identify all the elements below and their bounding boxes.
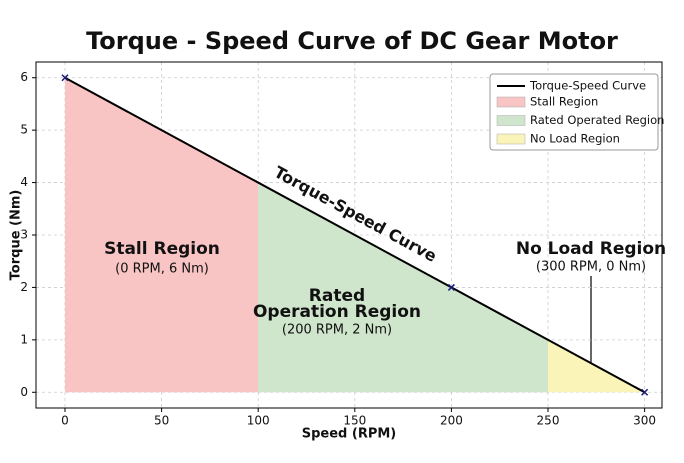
legend-swatch [496, 115, 526, 126]
y-tick-label: 5 [20, 123, 28, 137]
y-tick-label: 1 [20, 332, 28, 346]
point-marker [447, 283, 455, 291]
x-tick-label: 200 [440, 414, 463, 428]
point-marker [61, 74, 69, 82]
legend-box [489, 73, 659, 151]
x-tick-label: 300 [633, 414, 656, 428]
legend-label: No Load Region [530, 132, 620, 146]
legend-swatch [496, 96, 526, 108]
y-axis-label: Torque (Nm) [9, 190, 24, 281]
x-tick-label: 0 [61, 414, 69, 428]
y-tick-label: 6 [20, 70, 28, 84]
x-tick-label: 250 [537, 414, 560, 428]
annotation: Operation Region [253, 302, 421, 322]
region [258, 182, 549, 393]
x-tick-label: 50 [154, 414, 169, 428]
annotation: Stall Region [104, 239, 220, 259]
annotation: (0 RPM, 6 Nm) [115, 262, 209, 277]
legend-label: Rated Operated Region [530, 113, 664, 127]
annotation: Rated [309, 286, 365, 306]
legend: Torque-Speed Curve Stall Region Rated Oper… [489, 73, 664, 151]
plot-frame [35, 61, 663, 409]
y-tick-label: 4 [20, 175, 28, 189]
legend-label: Stall Region [530, 95, 598, 109]
y-tick-label: 2 [20, 280, 28, 294]
chart-title: Torque - Speed Curve of DC Gear Motor [86, 27, 618, 55]
annotation: (200 RPM, 2 Nm) [282, 323, 392, 338]
annotation: No Load Region [516, 239, 666, 259]
x-tick-label: 150 [343, 414, 366, 428]
legend-swatch [496, 133, 526, 145]
y-tick-label: 3 [20, 228, 28, 242]
legend-label: Torque-Speed Curve [529, 79, 646, 93]
y-tick-label: 0 [20, 385, 28, 399]
x-tick-label: 100 [247, 414, 270, 428]
x-axis-label: Speed (RPM) [302, 427, 397, 442]
annotation: (300 RPM, 0 Nm) [536, 260, 646, 275]
point-marker [641, 388, 649, 396]
